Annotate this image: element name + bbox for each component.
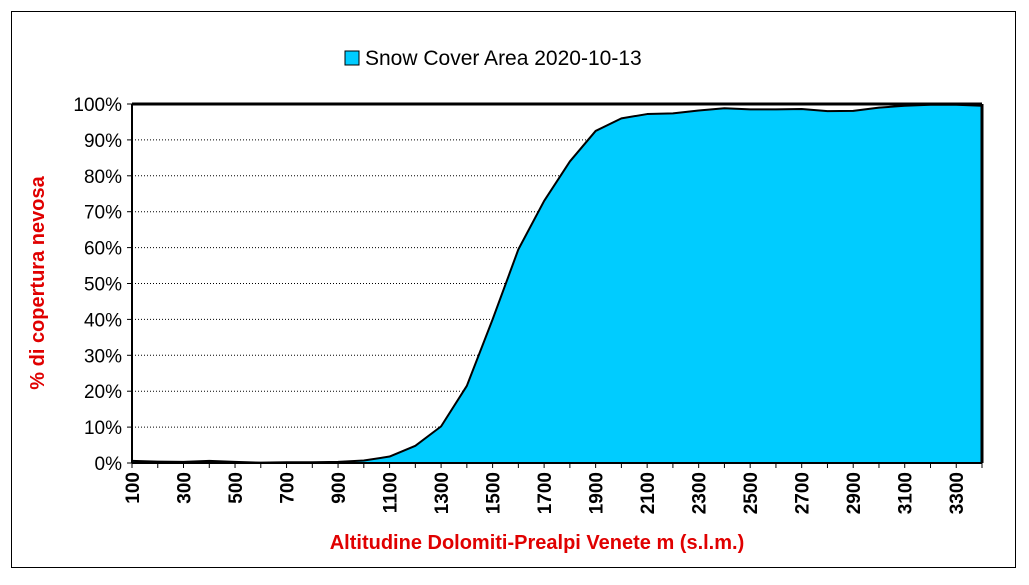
y-axis-label: % di copertura nevosa <box>27 175 49 389</box>
x-tick-label: 2900 <box>844 472 865 514</box>
y-tick-label: 20% <box>84 382 122 403</box>
y-tick-label: 90% <box>84 131 122 152</box>
legend-swatch <box>345 51 359 65</box>
x-tick-label: 1500 <box>484 472 505 514</box>
x-tick-label: 1900 <box>587 472 608 514</box>
y-tick-label: 0% <box>95 454 123 475</box>
x-tick-label: 2700 <box>793 472 814 514</box>
x-tick-label: 700 <box>278 472 299 504</box>
y-tick-label: 50% <box>84 275 122 296</box>
x-axis-label: Altitudine Dolomiti-Prealpi Venete m (s.… <box>330 532 745 554</box>
x-tick-label: 2300 <box>690 472 711 514</box>
x-tick-label: 100 <box>123 472 144 504</box>
x-tick-label: 3300 <box>947 472 968 514</box>
legend-label: Snow Cover Area 2020-10-13 <box>365 47 642 70</box>
y-tick-label: 30% <box>84 346 122 367</box>
x-tick-label: 1100 <box>381 472 402 513</box>
y-tick-label: 10% <box>84 418 122 439</box>
x-tick-label: 300 <box>175 472 196 504</box>
x-tick-label: 2100 <box>638 472 659 514</box>
x-tick-label: 3100 <box>896 472 917 514</box>
legend: Snow Cover Area 2020-10-13 <box>345 47 642 70</box>
y-tick-label: 100% <box>73 95 122 116</box>
y-tick-label: 80% <box>84 167 122 188</box>
x-tick-label: 1700 <box>535 472 556 514</box>
x-tick-label: 500 <box>226 472 247 504</box>
x-tick-label: 900 <box>329 472 350 504</box>
x-tick-label: 2500 <box>741 472 762 514</box>
x-tick-label: 1300 <box>432 472 453 514</box>
y-tick-label: 70% <box>84 203 122 224</box>
y-tick-label: 40% <box>84 310 122 331</box>
y-tick-label: 60% <box>84 239 122 260</box>
